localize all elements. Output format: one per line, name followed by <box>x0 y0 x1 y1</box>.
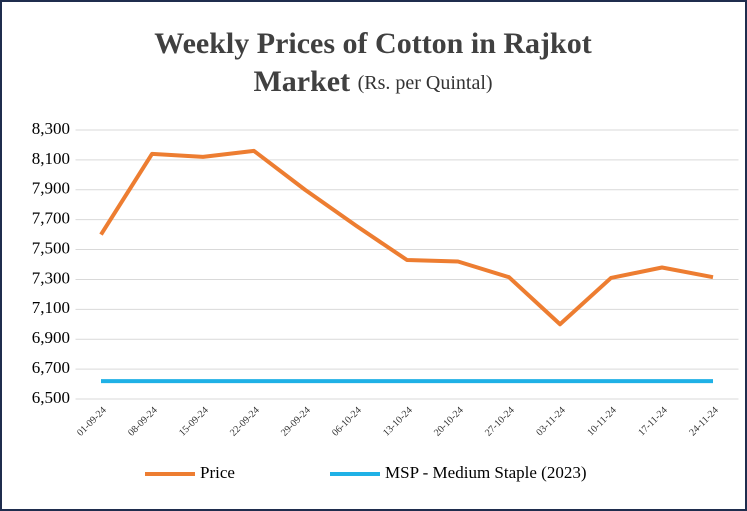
title-line: Market <box>253 65 357 98</box>
y-tick-label: 7,900 <box>32 179 70 198</box>
y-tick-label: 6,500 <box>32 388 70 407</box>
series-line <box>99 148 714 327</box>
title-line: Weekly Prices of Cotton in Rajkot <box>154 27 591 60</box>
chart-title: Weekly Prices of Cotton in Rajkot Market … <box>154 27 591 98</box>
legend-label: MSP - Medium Staple (2023) <box>385 463 586 482</box>
y-tick-label: 6,900 <box>32 328 70 347</box>
y-tick-label: 7,500 <box>32 238 70 257</box>
y-tick-label: 7,300 <box>32 268 70 287</box>
legend-label: Price <box>200 463 235 482</box>
y-tick-label: 6,700 <box>32 358 70 377</box>
y-tick-label: 7,100 <box>32 298 70 317</box>
chart-subtitle: (Rs. per Quintal) <box>358 72 493 94</box>
y-tick-label: 7,700 <box>32 209 70 228</box>
y-tick-label: 8,100 <box>32 149 70 168</box>
y-tick-label: 8,300 <box>32 119 70 138</box>
